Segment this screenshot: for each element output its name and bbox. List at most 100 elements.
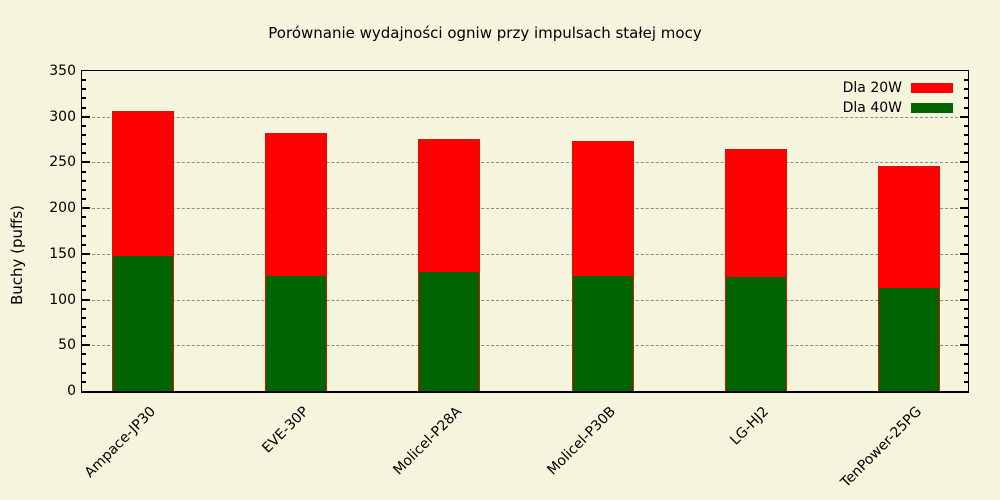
y-minor-tick: [82, 316, 86, 319]
y-minor-tick: [964, 188, 968, 191]
y-gridline: [82, 162, 968, 164]
y-minor-tick: [964, 371, 968, 374]
legend-label: Dla 40W: [842, 100, 902, 116]
y-minor-tick: [82, 124, 86, 127]
bar-dla-40w: [113, 255, 173, 391]
y-axis-label: Buchy (puffs): [8, 204, 26, 306]
y-minor-tick: [82, 88, 86, 91]
y-minor-tick: [964, 143, 968, 146]
y-minor-tick: [82, 326, 86, 328]
y-gridline: [82, 345, 968, 347]
y-gridline: [82, 253, 968, 255]
bar-dla-40w: [572, 275, 633, 391]
y-minor-tick: [964, 243, 968, 246]
y-major-tick: [82, 344, 90, 347]
bar-dla-40w: [266, 275, 327, 391]
y-minor-tick: [964, 225, 968, 228]
y-minor-tick: [964, 353, 968, 356]
y-minor-tick: [82, 106, 86, 109]
y-major-tick: [960, 161, 968, 164]
y-minor-tick: [964, 362, 968, 365]
y-major-tick: [960, 252, 968, 255]
y-minor-tick: [82, 243, 86, 246]
y-minor-tick: [964, 198, 968, 200]
plot-area: Dla 20W Dla 40W: [81, 70, 969, 393]
y-minor-tick: [964, 234, 968, 237]
y-tick-label: 250: [49, 154, 76, 171]
y-tick-label: 200: [49, 200, 76, 217]
bar-dla-40w: [419, 272, 480, 391]
y-minor-tick: [82, 170, 86, 173]
y-minor-tick: [82, 335, 86, 338]
y-major-tick: [82, 298, 90, 301]
y-major-tick: [960, 344, 968, 347]
y-tick-label: 50: [58, 337, 76, 354]
x-category-label: Ampace-JP30: [81, 403, 160, 481]
legend-swatch: [911, 103, 953, 113]
y-minor-tick: [964, 262, 968, 264]
y-minor-tick: [82, 179, 86, 182]
y-minor-tick: [82, 307, 86, 310]
y-major-tick: [960, 207, 968, 210]
legend-row: Dla 40W: [843, 98, 953, 118]
y-major-tick: [82, 207, 90, 210]
y-minor-tick: [82, 371, 86, 374]
y-tick-label: 150: [49, 245, 76, 262]
y-minor-tick: [964, 326, 968, 328]
x-category-label: LG-HJ2: [727, 403, 772, 449]
y-minor-tick: [964, 179, 968, 182]
legend: Dla 20W Dla 40W: [843, 78, 953, 118]
y-minor-tick: [82, 134, 86, 136]
y-minor-tick: [82, 216, 86, 219]
y-major-tick: [82, 161, 90, 164]
y-gridline: [82, 299, 968, 301]
y-minor-tick: [964, 335, 968, 338]
y-minor-tick: [964, 106, 968, 109]
y-minor-tick: [82, 234, 86, 237]
y-minor-tick: [82, 152, 86, 155]
y-minor-tick: [82, 353, 86, 356]
y-tick-label: 300: [49, 108, 76, 125]
legend-label: Dla 20W: [842, 80, 902, 96]
y-minor-tick: [82, 97, 86, 100]
y-minor-tick: [82, 271, 86, 274]
legend-row: Dla 20W: [843, 78, 953, 98]
y-major-tick: [960, 115, 968, 118]
y-tick-label: 350: [49, 63, 76, 79]
legend-swatch: [911, 83, 953, 93]
y-minor-tick: [964, 170, 968, 173]
y-minor-tick: [964, 79, 968, 82]
y-minor-tick: [964, 316, 968, 319]
bar-dla-40w: [725, 276, 786, 391]
y-minor-tick: [964, 216, 968, 219]
chart-title: Porównanie wydajności ogniw przy impulsa…: [268, 24, 702, 42]
y-minor-tick: [82, 198, 86, 200]
y-major-tick: [960, 298, 968, 301]
y-major-tick: [82, 115, 90, 118]
x-category-label: EVE-30P: [259, 403, 313, 457]
y-minor-tick: [82, 262, 86, 264]
y-minor-tick: [964, 280, 968, 283]
y-minor-tick: [964, 88, 968, 91]
x-category-label: Molicel-P28A: [390, 403, 466, 479]
y-minor-tick: [82, 79, 86, 82]
y-minor-tick: [964, 152, 968, 155]
y-major-tick: [82, 252, 90, 255]
y-gridline: [82, 208, 968, 210]
y-minor-tick: [82, 143, 86, 146]
y-minor-tick: [82, 280, 86, 283]
y-minor-tick: [964, 307, 968, 310]
y-minor-tick: [82, 362, 86, 365]
y-minor-tick: [82, 225, 86, 228]
x-category-label: Molicel-P30B: [543, 403, 619, 479]
y-tick-label: 0: [67, 383, 76, 399]
y-gridline: [82, 116, 968, 118]
y-minor-tick: [82, 289, 86, 292]
y-minor-tick: [964, 380, 968, 383]
y-minor-tick: [82, 188, 86, 191]
x-category-label: TenPower-25PG: [837, 403, 926, 491]
bar-dla-40w: [879, 287, 939, 391]
y-minor-tick: [964, 271, 968, 274]
y-minor-tick: [82, 380, 86, 383]
y-minor-tick: [964, 134, 968, 136]
